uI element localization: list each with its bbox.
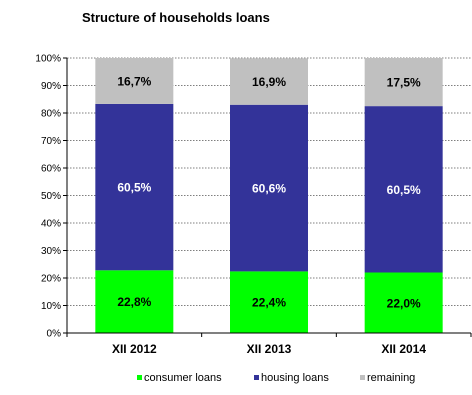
bar-segment <box>230 58 308 105</box>
legend-swatch <box>254 375 259 380</box>
x-category-label: XII 2013 <box>247 342 292 356</box>
legend-swatch <box>137 375 142 380</box>
data-label: 16,7% <box>117 74 151 88</box>
data-label: 16,9% <box>252 75 286 89</box>
bar-segment <box>230 104 308 272</box>
y-tick-label: 90% <box>41 81 61 92</box>
data-label: 17,5% <box>387 76 421 90</box>
bar-segment <box>230 271 308 333</box>
axes: 0% 10% 20% 30% 40% 50% 60% 70% 80% 90% 100% XII 201… <box>35 54 472 356</box>
y-tick-label: 80% <box>41 109 61 120</box>
bar-segment <box>364 272 443 333</box>
y-tick-label: 10% <box>41 301 61 312</box>
legend-label: remaining <box>367 372 415 384</box>
bar-segment <box>95 58 174 104</box>
data-label: 60,5% <box>387 183 421 197</box>
data-label: 22,0% <box>387 296 421 310</box>
y-tick-label: 50% <box>41 191 61 202</box>
x-category-label: XII 2014 <box>381 342 426 356</box>
bar-segment <box>364 58 443 107</box>
bar-segment <box>95 103 174 271</box>
chart-title: Structure of households loans <box>82 10 270 25</box>
y-tick-label: 100% <box>35 54 61 65</box>
bar-segment <box>364 106 443 273</box>
y-tick-label: 30% <box>41 246 61 257</box>
legend-label: housing loans <box>261 372 329 384</box>
data-label: 22,8% <box>117 295 151 309</box>
data-label: 60,5% <box>117 181 151 195</box>
y-tick-label: 60% <box>41 164 61 175</box>
data-label: 60,6% <box>252 182 286 196</box>
data-label: 22,4% <box>252 296 286 310</box>
legend-swatch <box>360 375 365 380</box>
bar-segment <box>95 270 174 333</box>
bars <box>95 58 443 333</box>
x-category-label: XII 2012 <box>112 342 157 356</box>
y-tick-label: 70% <box>41 136 61 147</box>
y-tick-label: 20% <box>41 274 61 285</box>
legend: consumer loans housing loans remaining <box>137 372 415 384</box>
data-labels: 22,8% 60,5% 16,7% 22,4% 60,6% 16,9% 22,0% 60,5%… <box>117 74 421 310</box>
y-tick-label: 40% <box>41 219 61 230</box>
y-tick-label: 0% <box>47 329 62 340</box>
legend-label: consumer loans <box>144 372 222 384</box>
